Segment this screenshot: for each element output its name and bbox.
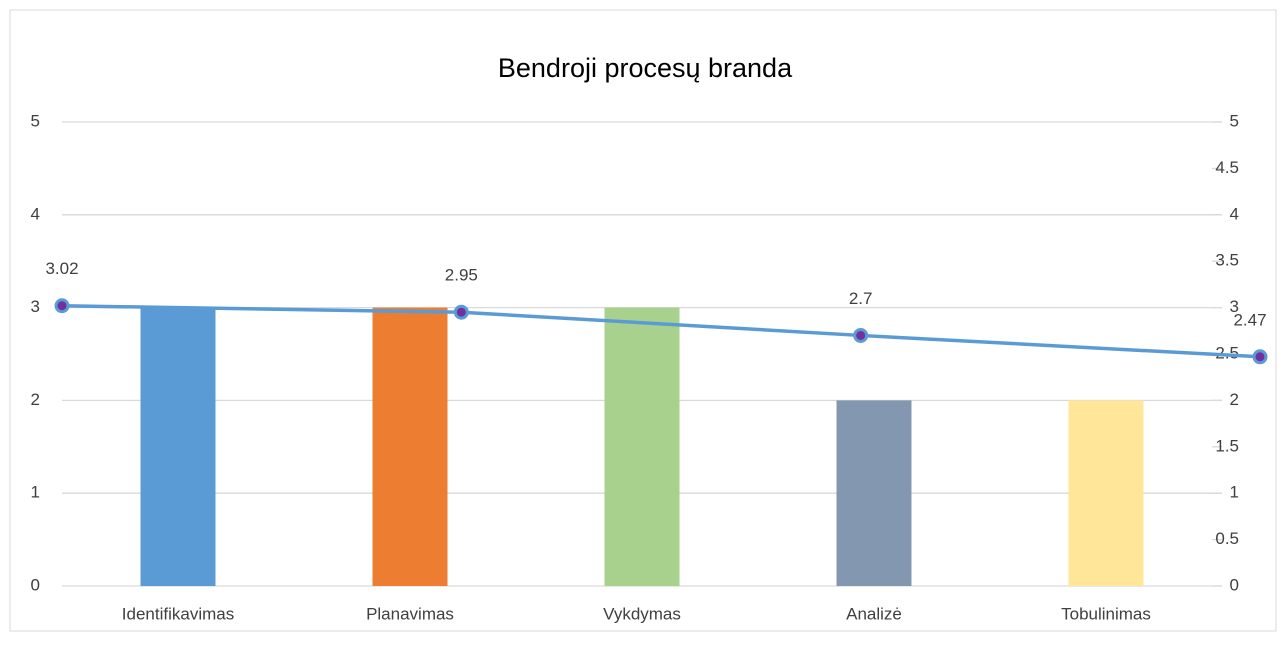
y-tick-label: 5 [31, 111, 40, 130]
chart-title: Bendroji procesų branda [498, 53, 793, 83]
x-tick-label: Planavimas [366, 604, 454, 623]
y-tick-label: 4 [31, 204, 40, 223]
bar [604, 307, 680, 586]
y2-tick-label: 1 [1230, 483, 1239, 502]
bar [836, 400, 912, 586]
y-tick-label: 2 [31, 390, 40, 409]
data-label: 2.7 [849, 289, 873, 308]
bar [140, 307, 216, 586]
x-tick-label: Tobulinimas [1061, 604, 1151, 623]
y2-tick-label: 4 [1230, 204, 1239, 223]
data-label: 2.47 [1233, 310, 1266, 329]
y2-tick-label: 0.5 [1215, 529, 1239, 548]
bar [1068, 400, 1144, 586]
y2-tick-label: 2.5 [1215, 343, 1239, 362]
line-marker [853, 327, 869, 343]
y-tick-label: 3 [31, 297, 40, 316]
data-label: 2.95 [445, 266, 478, 285]
y2-tick-label: 3 [1230, 297, 1239, 316]
x-tick-label: Vykdymas [603, 604, 681, 623]
y-tick-label: 0 [31, 575, 40, 594]
y2-tick-label: 4.5 [1215, 158, 1239, 177]
line-marker [453, 304, 469, 320]
y-tick-label: 1 [31, 483, 40, 502]
x-tick-label: Identifikavimas [122, 604, 234, 623]
y2-tick-label: 3.5 [1215, 251, 1239, 270]
line-series [61, 303, 1261, 359]
y2-tick-label: 1.5 [1215, 436, 1239, 455]
y2-tick-label: 5 [1230, 111, 1239, 130]
line-marker [54, 298, 70, 314]
y2-tick-label: 0 [1230, 575, 1239, 594]
x-tick-label: Analizė [846, 604, 902, 623]
y2-tick-label: 2 [1230, 390, 1239, 409]
data-label: 3.02 [45, 259, 78, 278]
bar [372, 307, 448, 586]
line-marker [1252, 349, 1268, 365]
